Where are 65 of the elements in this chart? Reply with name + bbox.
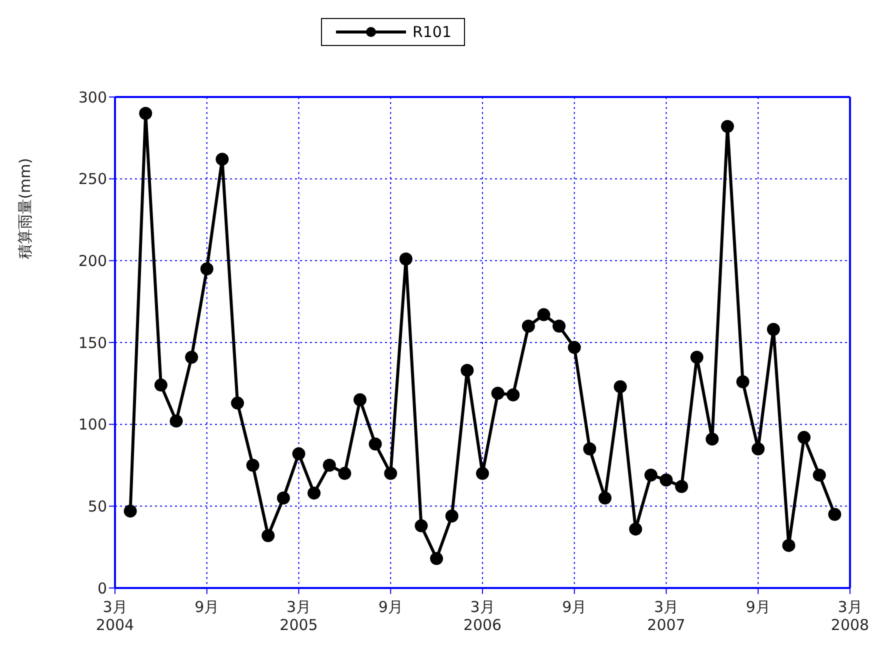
point (216, 152, 229, 166)
point (430, 552, 444, 566)
point (644, 468, 658, 482)
point (552, 320, 566, 333)
point (292, 447, 306, 460)
point (354, 393, 366, 406)
point (414, 519, 428, 532)
point (522, 320, 535, 333)
point (614, 380, 627, 394)
point (154, 378, 168, 392)
x-tick-label: 9月 (562, 598, 587, 616)
point (322, 458, 336, 472)
point (384, 466, 398, 480)
point (782, 538, 796, 552)
point (675, 480, 688, 494)
point (231, 396, 244, 410)
y-tick-label: 200 (78, 252, 107, 270)
x-tick-label: 9月 (746, 598, 770, 616)
point (798, 430, 811, 444)
x-tick-label: 3月 2007 (647, 598, 686, 634)
point (308, 486, 321, 500)
point (766, 322, 780, 336)
point (629, 522, 642, 536)
point (445, 509, 458, 522)
point (368, 437, 382, 450)
point (812, 468, 826, 482)
point (200, 262, 214, 276)
point (460, 364, 474, 377)
point (185, 350, 198, 364)
point (170, 414, 183, 428)
y-tick-label: 100 (78, 416, 107, 434)
point (537, 308, 550, 322)
point (706, 432, 719, 446)
point (262, 529, 275, 542)
point (124, 504, 137, 518)
point (828, 508, 842, 521)
x-tick-label: 9月 (378, 598, 403, 616)
x-tick-label: 3月 2005 (280, 598, 318, 634)
point (506, 388, 520, 402)
y-tick-label: 250 (78, 170, 107, 188)
point (690, 350, 704, 364)
x-tick-label: 3月 2008 (830, 598, 870, 634)
point (736, 375, 750, 388)
point (276, 491, 290, 504)
point (583, 442, 596, 456)
legend-label: R101 (412, 23, 452, 41)
point (476, 466, 489, 480)
point (752, 442, 765, 456)
x-tick-label: 3月 2006 (463, 598, 502, 634)
point (399, 252, 412, 266)
point (491, 386, 504, 400)
point (246, 458, 260, 472)
point (568, 340, 581, 354)
point (721, 120, 734, 133)
y-tick-label: 150 (78, 334, 107, 352)
y-axis-title: 積算雨量(mm) (16, 158, 34, 258)
y-tick-label: 0 (97, 579, 107, 598)
point (598, 491, 612, 504)
point (338, 466, 352, 480)
y-tick-label: 50 (88, 497, 107, 516)
point (660, 473, 673, 486)
point (139, 106, 152, 120)
x-tick-label: 9月 (194, 598, 220, 616)
y-tick-label: 300 (78, 88, 107, 106)
x-tick-label: 3月 2004 (96, 598, 134, 634)
